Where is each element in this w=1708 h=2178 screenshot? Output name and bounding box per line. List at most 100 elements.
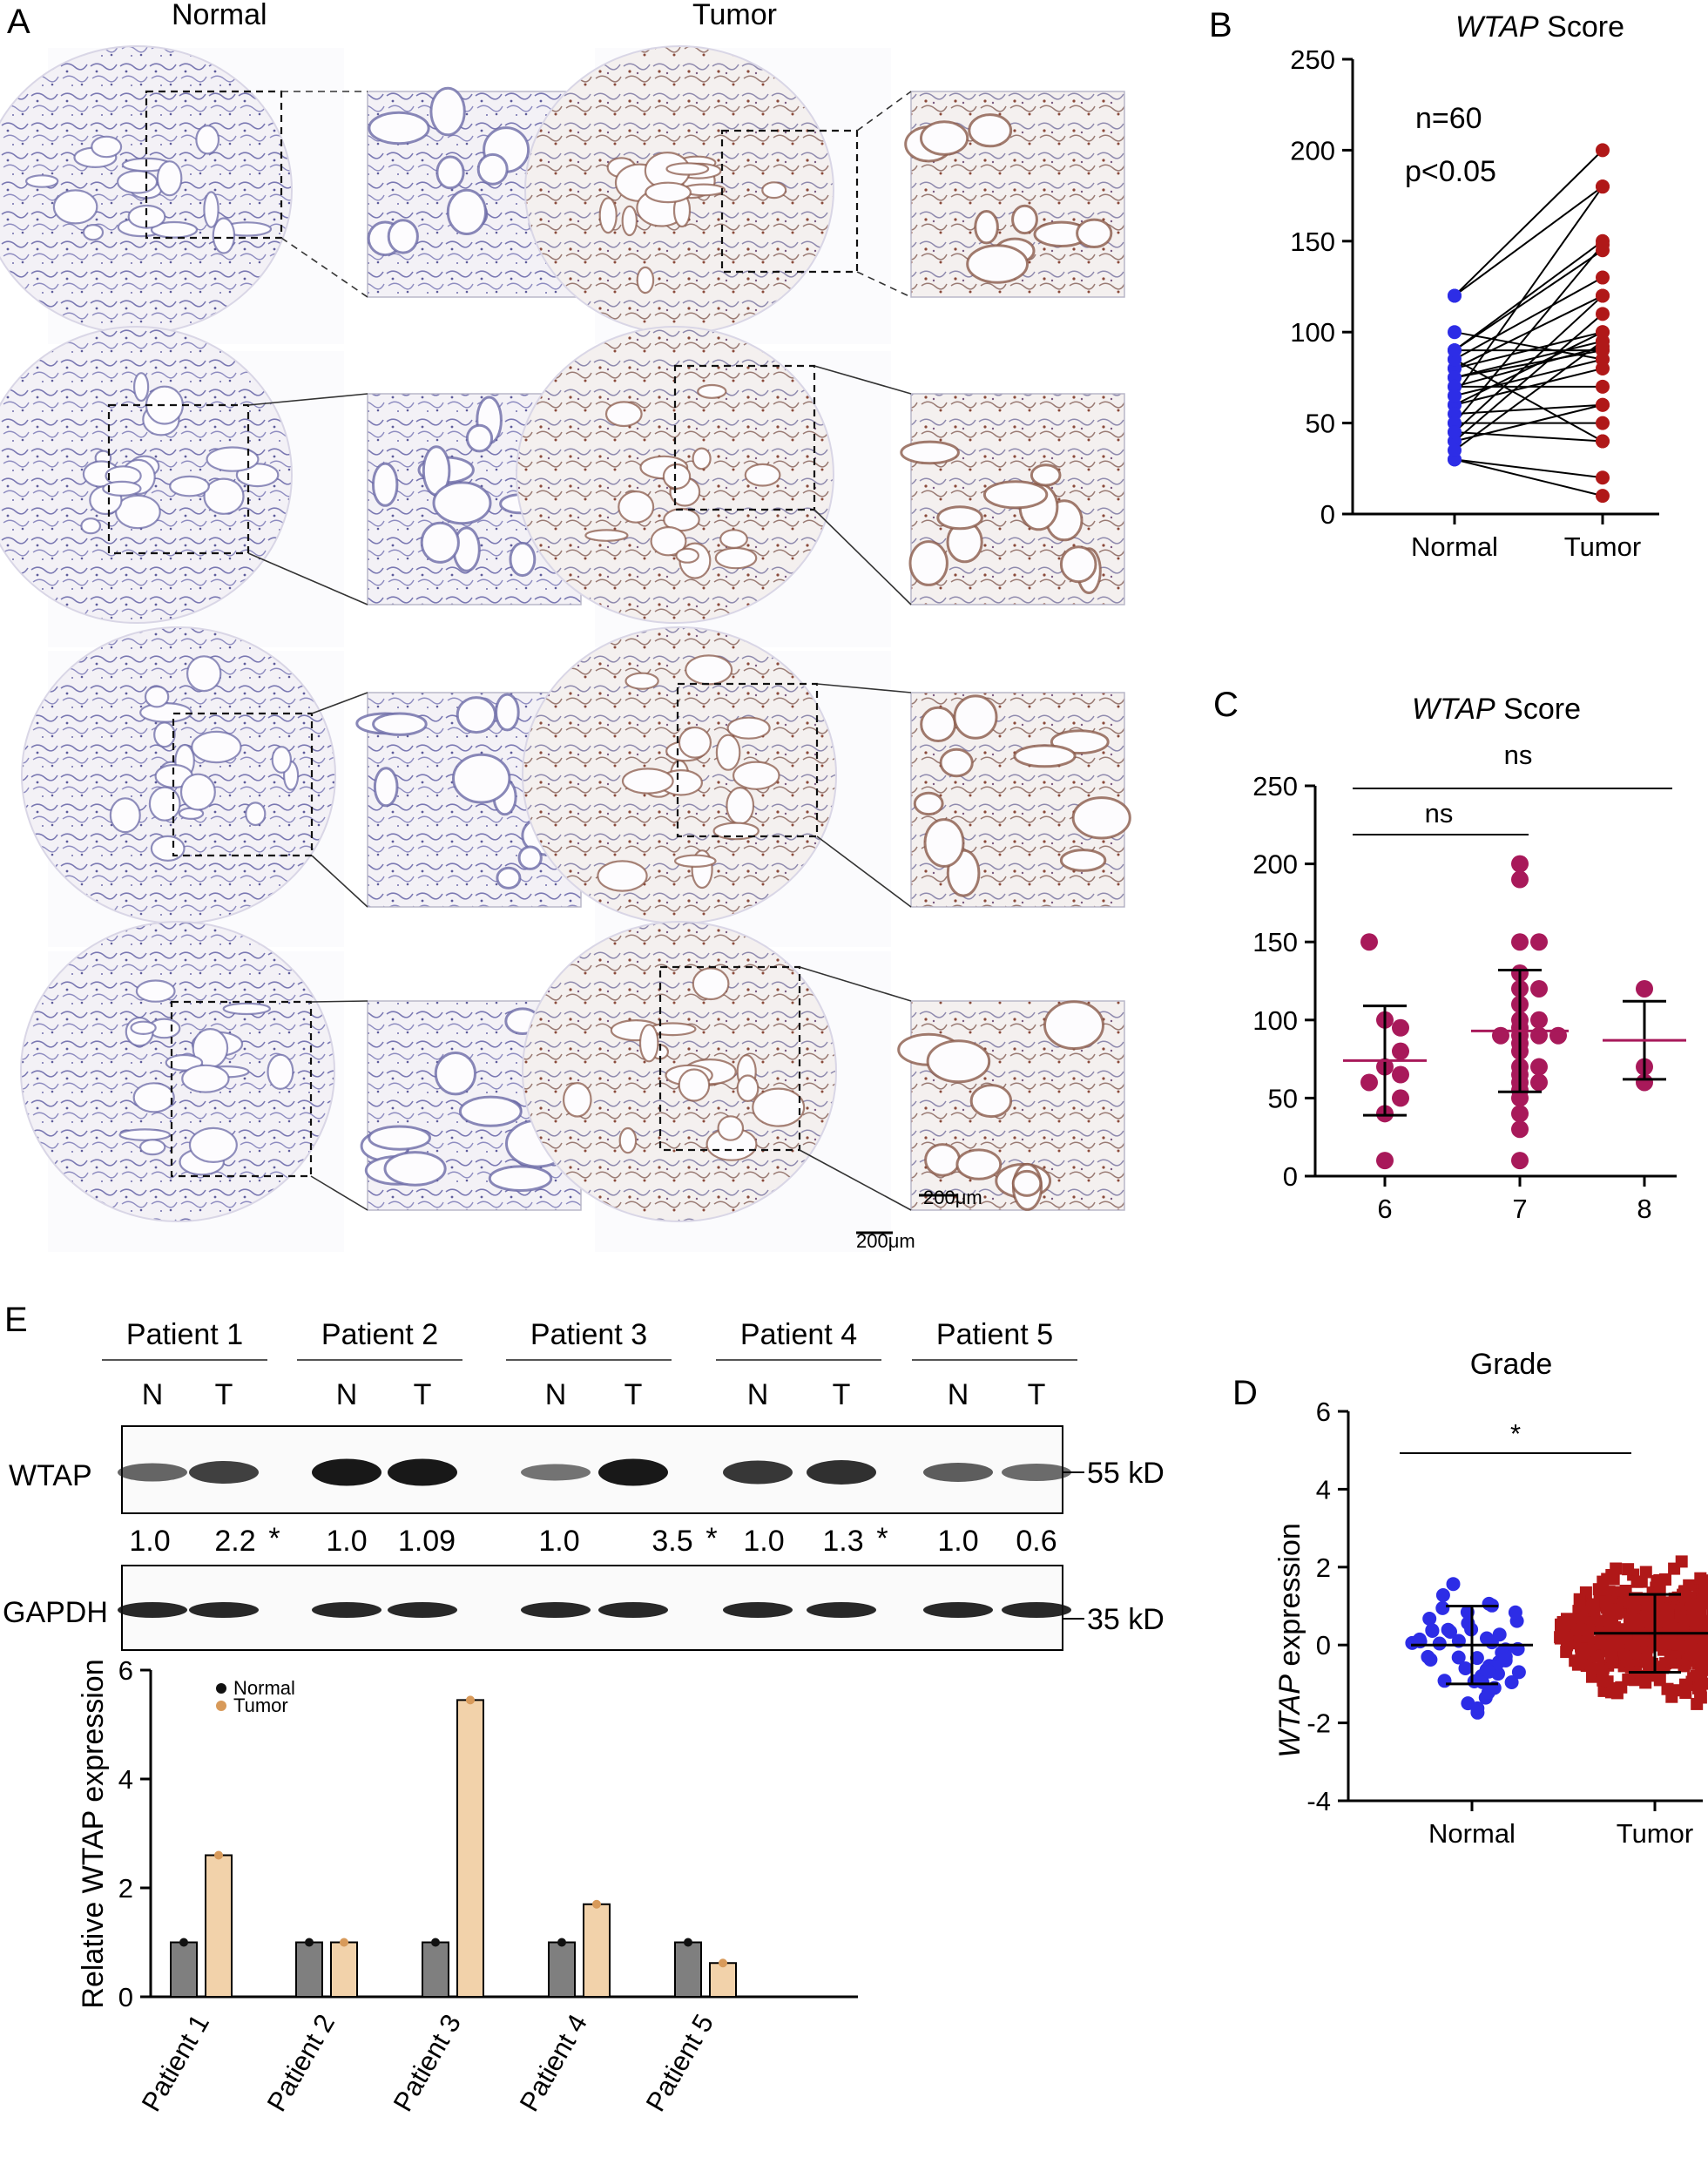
chart-c-point	[1392, 1018, 1409, 1037]
gland-lumen-zoom	[1076, 218, 1113, 248]
chart-d-y-tick-label: -4	[1306, 1786, 1331, 1816]
chart-c-point	[1530, 1011, 1548, 1029]
chart-d-point-tumor	[1700, 1633, 1708, 1646]
blot-gapdh-band	[521, 1602, 591, 1618]
gland-lumen	[624, 672, 659, 690]
chart-d-point-tumor	[1622, 1563, 1635, 1576]
gland-lumen-zoom	[924, 1143, 962, 1177]
blot-lane-label-t: T	[1028, 1378, 1046, 1411]
chart-d-point-tumor	[1675, 1555, 1688, 1568]
gland-lumen	[714, 546, 758, 570]
gland-lumen	[153, 721, 176, 748]
chart-b-point-normal	[1448, 288, 1462, 303]
zoom-region-box	[170, 1000, 313, 1178]
gland-lumen	[584, 529, 629, 542]
chart-b-point-normal	[1448, 389, 1462, 403]
gland-lumen	[726, 787, 755, 825]
chart-e-dot-normal	[557, 1938, 566, 1947]
chart-e-y-tick-label: 0	[118, 1982, 133, 2012]
blot-lane-label-n: N	[336, 1378, 358, 1411]
chart-e-x-tick-label: Patient 2	[261, 2009, 341, 2116]
gland-lumen	[638, 1024, 659, 1063]
chart-d-point-tumor	[1664, 1654, 1677, 1667]
chart-c-point	[1392, 1042, 1409, 1060]
gland-lumen-zoom	[432, 481, 492, 525]
gland-lumen	[685, 654, 733, 686]
chart-d-point-tumor	[1639, 1676, 1652, 1689]
gland-lumen-zoom	[936, 505, 983, 531]
chart-e-y-tick-label: 2	[118, 1873, 133, 1904]
blot-gapdh-band	[807, 1602, 876, 1618]
chart-b-point-tumor	[1596, 334, 1610, 348]
chart-d-point-normal	[1482, 1664, 1496, 1679]
gland-lumen	[719, 529, 748, 549]
chart-e-bar-normal	[548, 1941, 576, 1998]
chart-e-dot-tumor	[214, 1850, 223, 1860]
blot-lane-label-t: T	[624, 1378, 643, 1411]
chart-c-point	[1530, 979, 1548, 998]
gland-lumen	[604, 401, 643, 428]
blot-wtap-band	[388, 1458, 457, 1486]
panel-label-e: E	[4, 1301, 28, 1339]
chart-d-point-normal	[1423, 1653, 1438, 1667]
chart-c-point	[1392, 1065, 1409, 1084]
chart-c-point	[1530, 1073, 1548, 1092]
chart-b-y-tick-label: 50	[1306, 409, 1335, 439]
chart-b-pair-line	[1454, 240, 1603, 351]
gland-lumen-zoom	[920, 120, 969, 156]
chart-d-point-tumor	[1690, 1669, 1703, 1682]
gland-lumen	[52, 189, 98, 225]
gland-lumen-zoom	[920, 706, 956, 743]
chart-c-y-tick-label: 150	[1252, 927, 1298, 957]
chart-b-annotation-n: n=60	[1415, 102, 1482, 135]
gland-lumen	[148, 786, 181, 822]
blot-lane-label-t: T	[833, 1378, 851, 1411]
chart-b-point-tumor	[1596, 270, 1610, 285]
chart-b-point-tumor	[1596, 434, 1610, 449]
chart-d: -4 -2 0 2 4 6 Normal Tumor *	[1306, 1397, 1708, 1849]
chart-b-title-rest: Score	[1539, 10, 1624, 44]
chart-d-point-normal	[1458, 1661, 1473, 1675]
gland-lumen	[109, 797, 141, 834]
chart-d-point-tumor	[1685, 1647, 1698, 1660]
tissue-core	[20, 921, 335, 1222]
gland-lumen	[127, 204, 166, 229]
chart-c-point	[1636, 979, 1653, 998]
chart-d-y-tick-label: 2	[1316, 1552, 1331, 1583]
gland-lumen	[150, 835, 186, 862]
chart-b-pair-line	[1454, 458, 1603, 497]
chart-c-title: WTAP Score	[1412, 693, 1581, 726]
chart-d-point-normal	[1451, 1650, 1466, 1665]
blot-gapdh-band	[312, 1602, 381, 1618]
zoom-connector	[799, 966, 912, 1002]
chart-d-point-tumor	[1587, 1598, 1600, 1611]
chart-c-point	[1511, 870, 1529, 889]
chart-e-bar-tumor	[205, 1854, 233, 1998]
chart-b-pair-line	[1454, 403, 1603, 443]
gland-lumen	[618, 1126, 638, 1154]
chart-d-point-tumor	[1637, 1610, 1651, 1623]
chart-e-dot-tumor	[592, 1899, 601, 1909]
chart-c-title-rest: Score	[1495, 693, 1581, 726]
chart-e-dot-tumor	[719, 1958, 727, 1968]
chart-c-sig-label-wide: ns	[1504, 740, 1533, 770]
chart-d-point-tumor	[1662, 1606, 1675, 1619]
chart-e-x-tick-label: Patient 4	[514, 2009, 593, 2116]
chart-c-point	[1492, 1026, 1509, 1045]
chart-e-dot-normal	[684, 1938, 692, 1947]
gland-lumen-zoom	[926, 1039, 991, 1084]
gland-lumen-zoom	[1011, 204, 1038, 235]
zoom-connector	[813, 509, 912, 605]
blot-gapdh-label: GAPDH	[3, 1596, 108, 1629]
chart-b-title: WTAP Score	[1455, 10, 1624, 44]
chart-d-point-tumor	[1578, 1647, 1591, 1660]
chart-e-y-tick-label: 6	[118, 1655, 133, 1686]
chart-d-point-tumor	[1702, 1677, 1708, 1690]
gland-lumen	[156, 160, 183, 197]
chart-b-point-tumor	[1596, 237, 1610, 252]
chart-d-point-normal	[1425, 1623, 1440, 1638]
blot-ratio-tumor: 2.2	[214, 1525, 255, 1558]
gland-lumen	[82, 224, 105, 241]
blot-mw-wtap: 55 kD	[1087, 1457, 1165, 1490]
gland-lumen	[181, 1064, 230, 1093]
